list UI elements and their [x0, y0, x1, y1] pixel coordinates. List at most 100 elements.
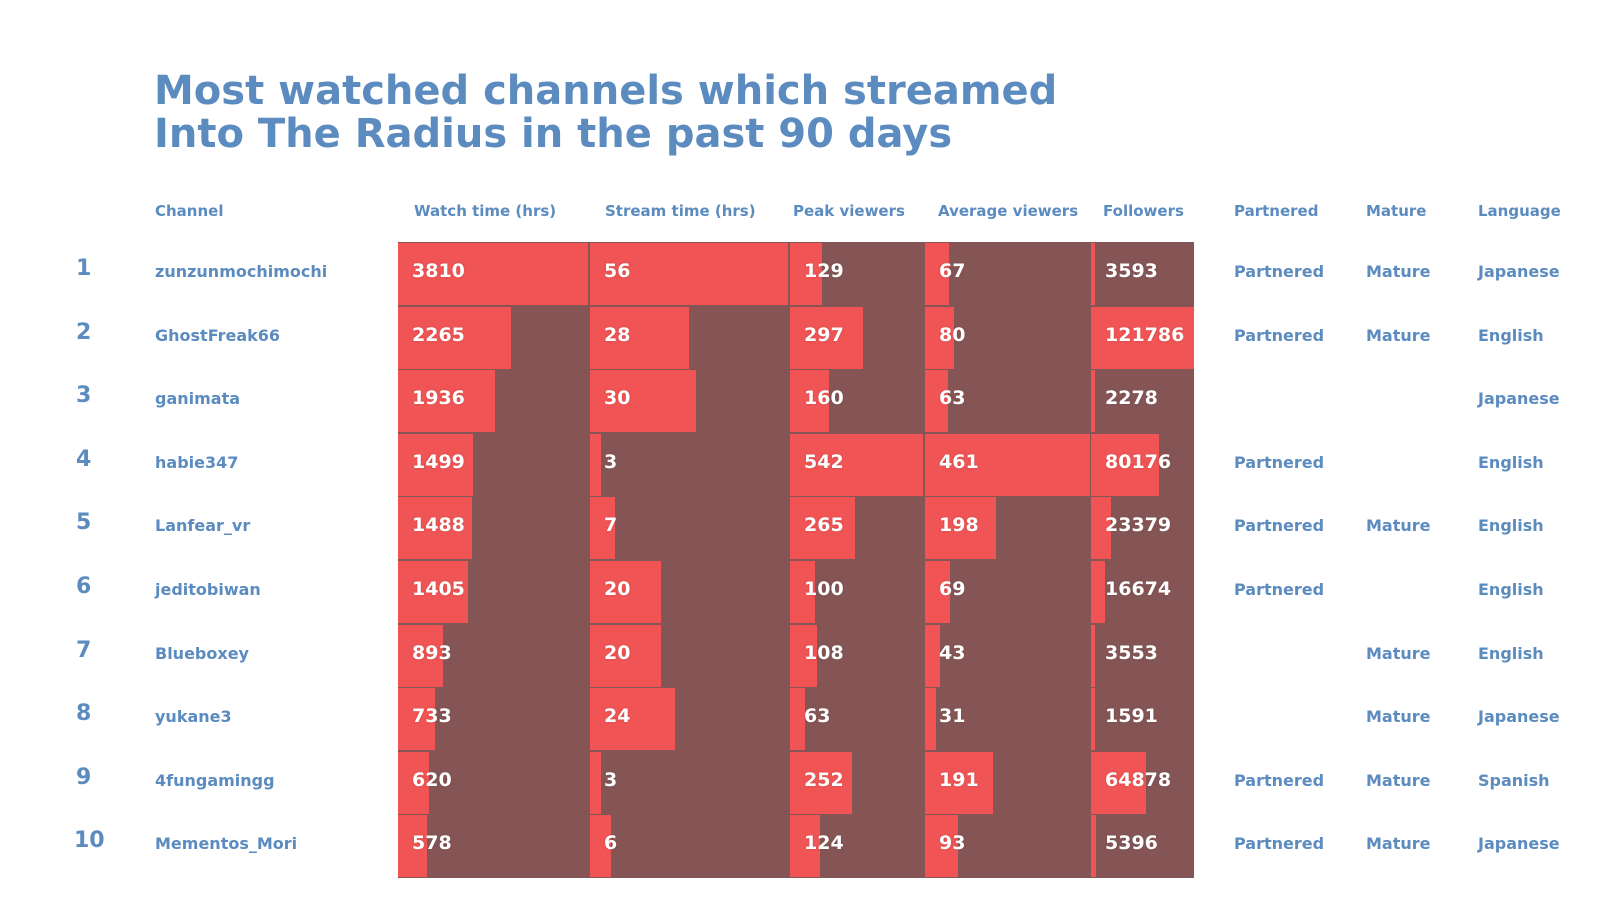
watch-bar [398, 751, 429, 814]
partnered-flag: Partnered [1234, 452, 1325, 472]
avg-value: 69 [939, 578, 966, 600]
channel-name: Mementos_Mori [155, 834, 298, 854]
channel-name: ganimata [155, 389, 241, 409]
watch-bar [398, 624, 443, 687]
avg-value: 63 [939, 387, 966, 410]
stream-bar [590, 815, 612, 878]
avg-bar [925, 433, 1090, 496]
stream-value: 28 [604, 323, 631, 346]
peak-bar [790, 561, 815, 624]
peak-bar [790, 497, 856, 560]
avg-value: 80 [939, 323, 966, 346]
rank-number: 6 [76, 574, 92, 599]
peak-value: 108 [804, 641, 844, 664]
avg-value: 31 [939, 705, 966, 728]
watch-value: 1499 [412, 450, 465, 473]
stream-value: 24 [604, 705, 631, 728]
channel-name: habie347 [155, 452, 239, 472]
rank-number: 2 [76, 319, 92, 345]
avg-value: 43 [939, 641, 966, 664]
followers-bar [1091, 688, 1095, 751]
stream-bar [590, 497, 615, 560]
peak-value: 124 [804, 832, 844, 855]
followers-bar [1091, 751, 1146, 814]
rank-number: 5 [76, 510, 92, 536]
watch-bar [398, 433, 473, 496]
language-flag: Japanese [1478, 707, 1560, 727]
watch-value: 2265 [412, 323, 465, 346]
language-flag: English [1478, 325, 1544, 345]
header-partnered: Partnered [1234, 202, 1319, 220]
followers-bar [1091, 433, 1159, 496]
followers-value: 3593 [1105, 260, 1158, 282]
peak-value: 100 [804, 578, 844, 600]
chart-title-line-1: Most watched channels which streamed [154, 68, 1058, 114]
avg-bar [925, 688, 937, 751]
peak-bar [790, 688, 806, 751]
rank-number: 3 [76, 383, 92, 409]
peak-bar [790, 370, 830, 433]
header-stream-time: Stream time (hrs) [605, 202, 756, 220]
watch-bar [398, 243, 588, 306]
stream-bar [590, 433, 601, 496]
header-peak-viewers: Peak viewers [793, 202, 905, 220]
rank-number: 10 [74, 828, 105, 854]
peak-value: 542 [804, 450, 844, 473]
header-channel: Channel [155, 202, 224, 220]
followers-bar [1091, 306, 1194, 369]
followers-value: 3553 [1105, 641, 1158, 664]
followers-value: 16674 [1105, 578, 1172, 600]
followers-value: 64878 [1105, 768, 1172, 791]
watch-bar [398, 688, 435, 751]
stream-value: 30 [604, 387, 631, 410]
watch-bar [398, 561, 469, 624]
chart-title: Most watched channels which streamed Int… [154, 70, 1154, 156]
avg-bar [925, 815, 959, 878]
followers-value: 80176 [1105, 450, 1172, 473]
avg-value: 191 [939, 768, 979, 791]
watch-value: 1936 [412, 387, 465, 410]
mature-flag: Mature [1366, 834, 1431, 854]
followers-value: 5396 [1105, 832, 1158, 855]
language-flag: Spanish [1478, 770, 1550, 790]
peak-value: 129 [804, 260, 844, 282]
header-average-viewers: Average viewers [938, 202, 1079, 220]
stream-bar [590, 688, 675, 751]
watch-value: 578 [412, 832, 452, 855]
peak-value: 160 [804, 387, 844, 410]
followers-value: 2278 [1105, 387, 1158, 410]
language-flag: English [1478, 516, 1544, 536]
peak-bar [790, 306, 863, 369]
avg-bar [925, 243, 949, 306]
stream-value: 7 [604, 514, 618, 537]
watch-value: 733 [412, 705, 452, 728]
peak-value: 297 [804, 323, 844, 346]
avg-bar [925, 624, 941, 687]
stream-value: 56 [604, 260, 631, 282]
channel-name: Blueboxey [155, 643, 249, 663]
avg-bar [925, 306, 954, 369]
peak-bar [790, 751, 852, 814]
channel-name: 4fungamingg [155, 770, 275, 790]
peak-bar [790, 243, 822, 306]
followers-value: 23379 [1105, 514, 1172, 537]
stream-value: 3 [604, 450, 618, 473]
stream-value: 20 [604, 578, 631, 600]
rank-number: 7 [76, 637, 92, 663]
watch-value: 620 [412, 768, 452, 791]
followers-bar [1091, 815, 1096, 878]
peak-bar [790, 433, 923, 496]
peak-bar [790, 815, 821, 878]
avg-value: 67 [939, 260, 966, 282]
watch-bar [398, 370, 495, 433]
watch-value: 893 [412, 641, 452, 664]
language-flag: English [1478, 452, 1544, 472]
avg-bar [925, 751, 994, 814]
mature-flag: Mature [1366, 707, 1431, 727]
header-watch-time: Watch time (hrs) [414, 202, 557, 220]
partnered-flag: Partnered [1234, 516, 1325, 536]
avg-bar [925, 561, 950, 624]
partnered-flag: Partnered [1234, 325, 1325, 345]
avg-bar [925, 370, 948, 433]
channel-name: zunzunmochimochi [155, 262, 328, 281]
